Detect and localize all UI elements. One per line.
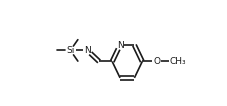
Text: N: N (117, 41, 123, 50)
Text: Si: Si (66, 46, 74, 55)
Text: N: N (84, 46, 91, 55)
Text: O: O (153, 57, 160, 66)
Text: CH₃: CH₃ (170, 57, 186, 66)
